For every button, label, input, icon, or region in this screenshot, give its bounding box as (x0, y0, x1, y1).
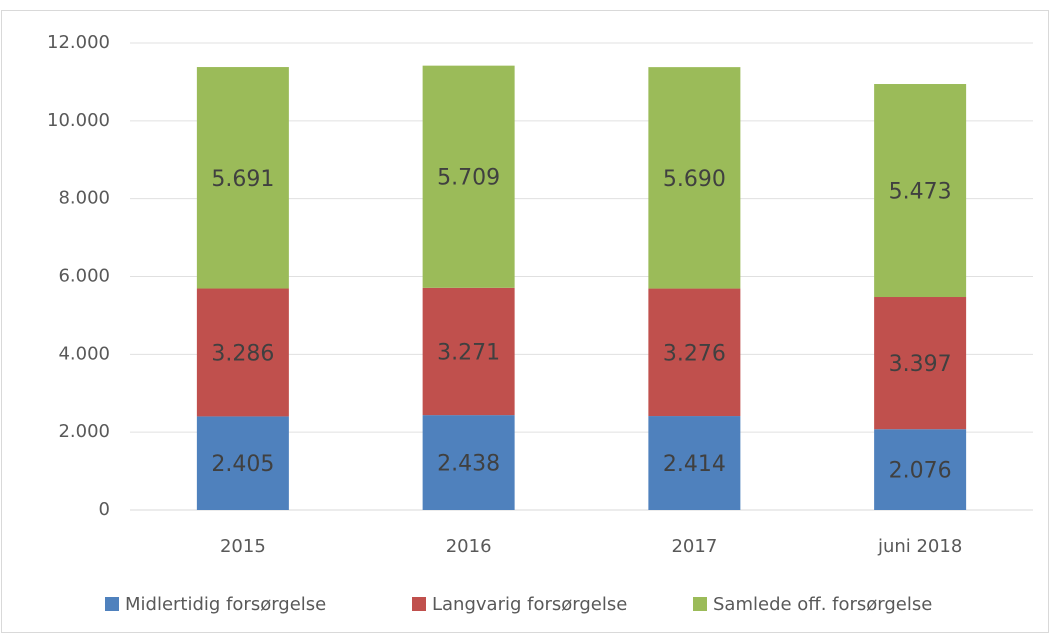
data-label: 2.414 (663, 452, 726, 477)
data-label: 3.397 (889, 352, 952, 377)
bar-segment (648, 416, 741, 510)
legend-swatch (412, 597, 426, 611)
data-label: 3.286 (211, 341, 274, 366)
data-label: 2.405 (211, 452, 274, 477)
legend-swatch (693, 597, 707, 611)
y-tick-label: 6.000 (58, 266, 110, 287)
x-tick-label: 2017 (671, 536, 717, 557)
data-label: 2.076 (889, 459, 952, 484)
bar-segment (874, 429, 967, 510)
data-label: 5.691 (211, 167, 274, 192)
bar-segment (874, 84, 967, 298)
bar-segment (648, 67, 741, 289)
y-tick-label: 0 (99, 499, 110, 520)
x-tick-label: 2016 (446, 536, 492, 557)
bar-segment (422, 415, 515, 510)
legend-label: Samlede off. forsørgelse (713, 594, 932, 615)
bar-segment (648, 288, 741, 417)
x-tick-label: 2015 (220, 536, 266, 557)
bar-segment (422, 65, 515, 288)
data-label: 5.709 (437, 166, 500, 191)
y-tick-label: 12.000 (47, 32, 110, 53)
data-label: 3.276 (663, 341, 726, 366)
chart-frame (1, 10, 1049, 633)
y-tick-label: 4.000 (58, 343, 110, 364)
data-label: 5.473 (889, 180, 952, 205)
x-tick-label: juni 2018 (877, 536, 962, 557)
y-tick-label: 8.000 (58, 188, 110, 209)
legend-label: Midlertidig forsørgelse (125, 594, 326, 615)
data-label: 3.271 (437, 340, 500, 365)
legend-label: Langvarig forsørgelse (432, 594, 627, 615)
bar-segment (422, 287, 515, 416)
y-tick-label: 2.000 (58, 421, 110, 442)
data-label: 5.690 (663, 167, 726, 192)
bar-segment (196, 416, 289, 510)
y-tick-label: 10.000 (47, 110, 110, 131)
bar-segment (874, 297, 967, 430)
bar-segment (196, 67, 289, 289)
bar-segment (196, 288, 289, 417)
data-label: 2.438 (437, 452, 500, 477)
legend-swatch (105, 597, 119, 611)
